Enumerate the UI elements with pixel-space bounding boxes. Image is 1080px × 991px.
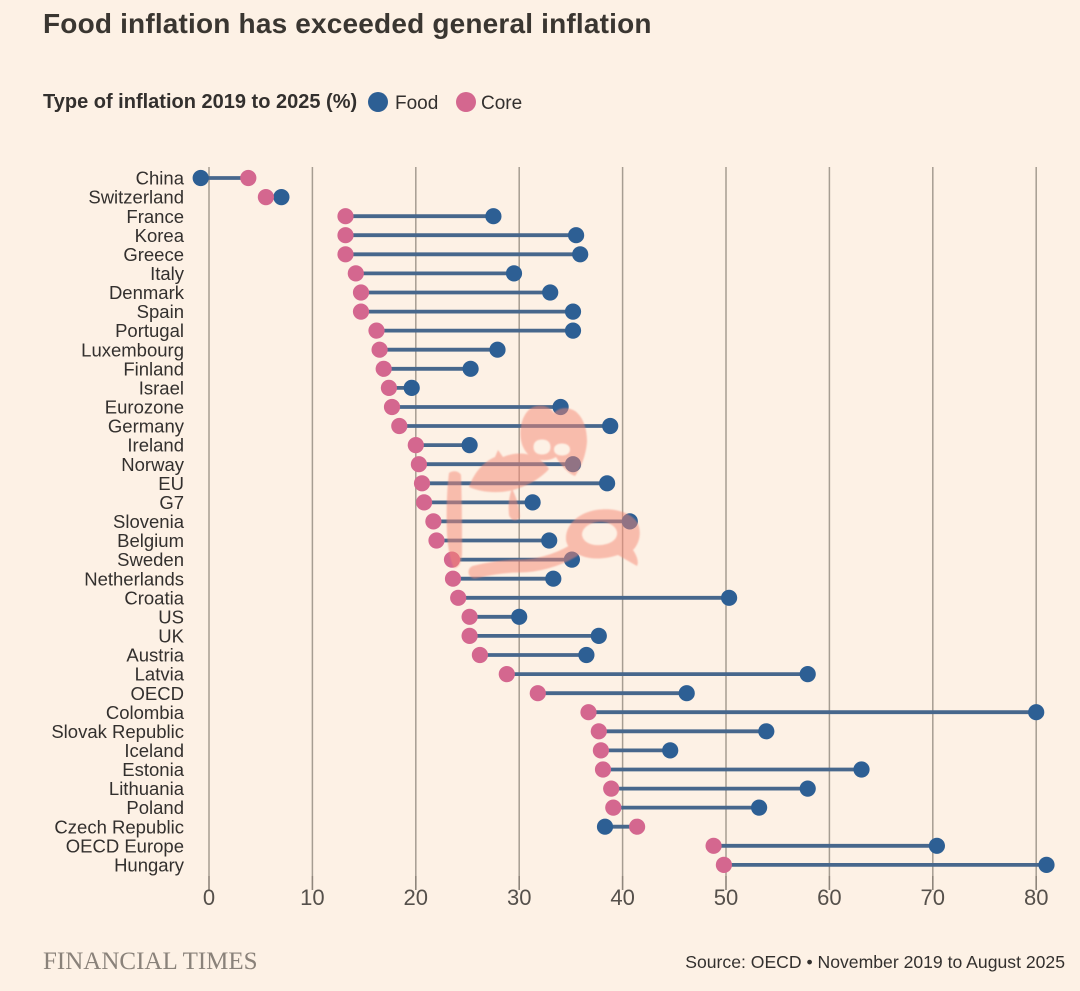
svg-text:Belgium: Belgium xyxy=(117,530,184,551)
svg-text:EU: EU xyxy=(158,473,184,494)
svg-text:Colombia: Colombia xyxy=(106,702,185,723)
svg-text:Ireland: Ireland xyxy=(127,435,184,456)
svg-text:Czech Republic: Czech Republic xyxy=(54,816,184,837)
svg-text:US: US xyxy=(158,606,184,627)
svg-text:Iceland: Iceland xyxy=(124,740,184,761)
svg-text:20: 20 xyxy=(404,885,428,910)
svg-text:60: 60 xyxy=(817,885,841,910)
svg-text:Finland: Finland xyxy=(123,358,184,379)
svg-text:Sweden: Sweden xyxy=(117,549,184,570)
svg-text:30: 30 xyxy=(507,885,531,910)
svg-text:China: China xyxy=(136,168,185,189)
svg-text:Italy: Italy xyxy=(150,263,185,284)
svg-text:Slovenia: Slovenia xyxy=(113,511,185,532)
svg-text:Estonia: Estonia xyxy=(122,759,184,780)
svg-text:France: France xyxy=(126,206,184,227)
svg-text:Israel: Israel xyxy=(139,378,184,399)
svg-text:Croatia: Croatia xyxy=(124,587,184,608)
svg-text:50: 50 xyxy=(714,885,738,910)
svg-text:Austria: Austria xyxy=(126,645,184,666)
svg-text:G7: G7 xyxy=(159,492,184,513)
svg-text:Spain: Spain xyxy=(137,301,184,322)
svg-text:OECD Europe: OECD Europe xyxy=(66,835,184,856)
svg-text:40: 40 xyxy=(610,885,634,910)
svg-text:70: 70 xyxy=(921,885,945,910)
svg-text:10: 10 xyxy=(300,885,324,910)
svg-text:Germany: Germany xyxy=(108,416,185,437)
svg-text:Eurozone: Eurozone xyxy=(105,397,184,418)
svg-text:Lithuania: Lithuania xyxy=(109,778,185,799)
svg-text:0: 0 xyxy=(203,885,215,910)
svg-text:UK: UK xyxy=(158,626,184,647)
svg-text:Slovak Republic: Slovak Republic xyxy=(51,721,184,742)
svg-text:Norway: Norway xyxy=(121,454,184,475)
svg-text:Netherlands: Netherlands xyxy=(84,568,184,589)
svg-text:Greece: Greece xyxy=(123,244,184,265)
svg-text:Luxembourg: Luxembourg xyxy=(81,339,184,360)
svg-text:Latvia: Latvia xyxy=(135,664,185,685)
svg-text:Korea: Korea xyxy=(135,225,185,246)
svg-text:Poland: Poland xyxy=(126,797,184,818)
svg-text:Denmark: Denmark xyxy=(109,282,185,303)
svg-text:Hungary: Hungary xyxy=(114,855,185,876)
svg-text:80: 80 xyxy=(1024,885,1048,910)
svg-text:Portugal: Portugal xyxy=(115,320,184,341)
svg-text:OECD: OECD xyxy=(131,683,184,704)
svg-text:Switzerland: Switzerland xyxy=(88,187,184,208)
